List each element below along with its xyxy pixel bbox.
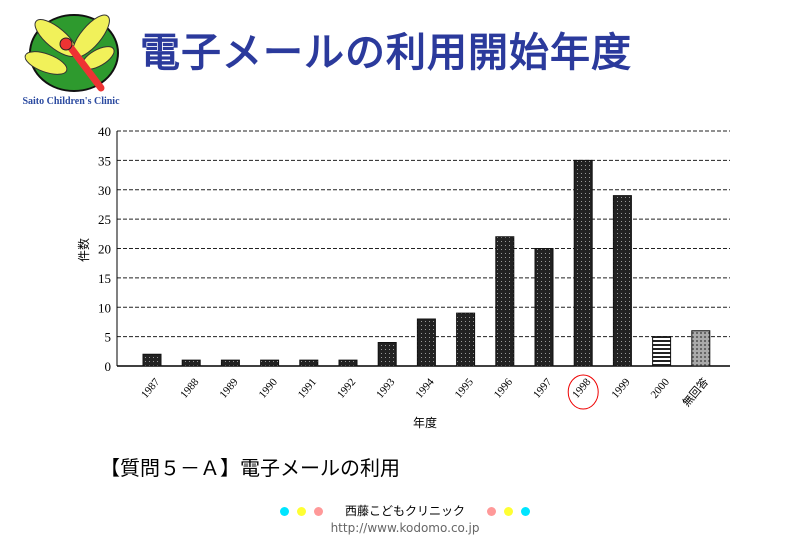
x-tick-label: 1990 [257,376,281,401]
y-tick-label: 20 [98,242,111,257]
question-caption: 【質問５－Ａ】電子メールの利用 [100,456,400,480]
x-tick-label: 1994 [413,376,437,401]
x-tick-label: 2000 [649,376,673,401]
dot-icon [520,507,530,516]
clinic-name: 西藤こどもクリニック [344,504,465,518]
bar [691,330,711,367]
x-tick-label: 1987 [139,376,163,401]
bar-chart: 0 5 10 15 20 25 30 35 40 1987 1988 1989 1990 1991 1992… [76,124,730,430]
y-tick-label: 25 [98,212,111,227]
website-link[interactable]: http://www.kodomo.co.jp [330,521,480,535]
bar [495,236,515,367]
bar [181,359,201,367]
x-tick-label: 1997 [531,376,555,401]
page-title: 電子メールの利用開始年度 [140,30,632,76]
y-tick-label: 0 [105,359,112,374]
x-axis-label: 年度 [413,415,437,430]
y-axis-label: 件数 [76,238,91,262]
svg-text:Saito Children's Clinic: Saito Children's Clinic [22,96,120,107]
bar [573,159,593,367]
dot-icon [314,507,324,516]
x-tick-label: 1998 [570,376,594,401]
x-tick-label: 無回答 [679,375,711,409]
bar [612,195,632,367]
x-tick-label: 1991 [296,376,319,401]
dot-icon [486,507,496,516]
bar [220,359,240,367]
y-tick-label: 40 [98,124,111,139]
x-tick-label: 1993 [374,376,398,401]
bar [416,318,436,367]
bar [142,353,162,367]
footer: 西藤こどもクリニック [0,502,810,519]
bar [456,312,476,367]
bar [338,359,358,367]
y-tick-label: 35 [98,153,111,168]
x-tick-label: 1995 [453,376,477,401]
x-tick-label: 1989 [217,376,241,401]
bar [534,248,554,367]
highlight-circle [567,374,599,410]
y-tick-label: 15 [98,271,111,286]
bar [260,359,280,367]
bar [652,336,672,367]
y-tick-label: 5 [105,330,112,345]
x-tick-label: 1988 [178,376,202,401]
bar [299,359,319,367]
dot-icon [280,507,290,516]
x-tick-label: 1992 [335,376,358,401]
bar [377,342,397,367]
dot-icon [297,507,307,516]
dot-icon [503,507,513,516]
clinic-logo: Saito Children's Clinic [16,8,126,108]
x-tick-label: 1999 [609,376,633,401]
y-tick-label: 30 [98,183,111,198]
y-tick-label: 10 [98,300,111,315]
x-tick-label: 1996 [492,376,516,401]
